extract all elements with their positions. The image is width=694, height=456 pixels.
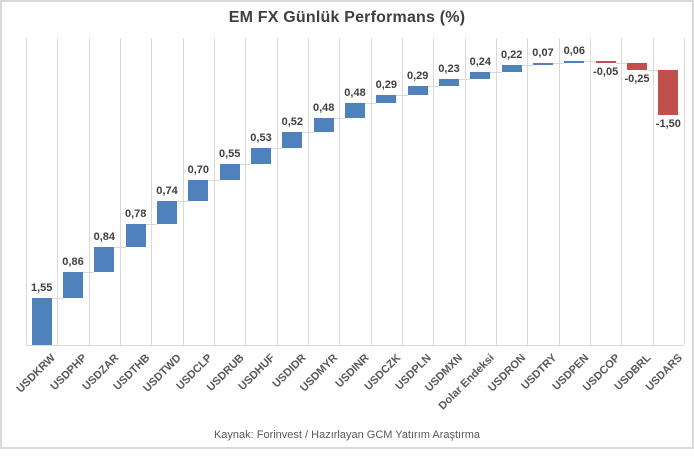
gridline (57, 38, 59, 345)
bar-value-label: 1,55 (30, 282, 53, 295)
gridline (621, 38, 623, 345)
bar-USDARS (658, 70, 679, 116)
bar-Dolar Endeksi (470, 71, 491, 79)
gridline (590, 38, 591, 345)
bar-value-label: 0,74 (156, 185, 178, 198)
x-axis-line (26, 345, 684, 346)
connector-line (333, 117, 345, 119)
connector-line (459, 78, 471, 80)
bar-USDRON (501, 65, 522, 72)
bar-USDIDR (282, 132, 303, 148)
bar-USDCZK (376, 94, 397, 104)
bar-value-label: 0,23 (438, 62, 460, 75)
gridline (88, 38, 90, 345)
bar-value-label: 0,29 (375, 78, 398, 91)
bar-value-label: 0,48 (344, 87, 366, 100)
connector-line (490, 71, 502, 73)
bar-USDPHP (63, 272, 83, 299)
connector-line (647, 70, 659, 72)
x-axis-label: USDKRW (14, 352, 59, 396)
bar-USDMXN (439, 78, 459, 86)
connector-line (83, 272, 95, 274)
connector-line (365, 103, 377, 105)
gridline (245, 38, 247, 345)
connector-line (145, 223, 157, 225)
gridline (214, 38, 215, 345)
bar-value-label: -0,25 (624, 73, 650, 86)
bar-value-label: 0,70 (187, 164, 210, 177)
bar-USDTRY (533, 62, 553, 66)
bar-USDRUB (219, 163, 240, 181)
connector-line (553, 62, 565, 64)
bar-value-label: 0,29 (406, 69, 429, 82)
gridline (308, 38, 309, 345)
bar-value-label: 0,24 (469, 55, 492, 68)
chart-title: EM FX Günlük Performans (%) (228, 9, 466, 26)
bar-value-label: -1,50 (655, 118, 681, 131)
connector-line (208, 180, 220, 182)
bar-USDMYR (313, 117, 334, 133)
connector-line (239, 163, 251, 165)
bar-value-label: 0,55 (218, 147, 241, 160)
source-note: Kaynak: Forinvest / Hazırlayan GCM Yatır… (213, 429, 481, 441)
bar-USDTHB (125, 223, 146, 248)
bar-value-label: 0,06 (563, 45, 586, 58)
bar-value-label: 0,48 (312, 101, 335, 114)
bar-USDTWD (157, 201, 177, 224)
gridline (464, 38, 466, 345)
bar-value-label: 0,22 (500, 49, 523, 62)
bar-value-label: 0,86 (62, 256, 84, 269)
connector-line (302, 132, 314, 134)
connector-line (114, 247, 126, 249)
gridline (558, 38, 560, 345)
bar-USDZAR (94, 247, 115, 273)
connector-line (584, 61, 596, 63)
bar-USDBRL (627, 62, 647, 71)
bar-value-label: 0,84 (93, 231, 116, 244)
connector-line (521, 65, 533, 67)
connector-line (427, 85, 439, 87)
gridline (339, 38, 341, 345)
gridline (276, 38, 278, 345)
bar-USDPLN (407, 85, 428, 95)
connector-line (51, 298, 63, 300)
gridline (151, 38, 153, 345)
bar-value-label: 0,52 (281, 116, 304, 129)
bar-USDINR (345, 103, 365, 118)
bar-value-label: 0,07 (532, 46, 554, 59)
bar-USDPEN (564, 61, 585, 64)
bar-value-label: -0,05 (593, 66, 619, 79)
gridline (684, 38, 685, 345)
bar-USDHUF (251, 147, 271, 164)
connector-line (177, 201, 189, 203)
connector-line (396, 94, 408, 96)
gridline (527, 38, 529, 345)
gridline (182, 38, 184, 345)
bar-USDCOP (595, 61, 616, 64)
bar-value-label: 0,53 (250, 131, 272, 144)
connector-line (271, 147, 283, 149)
gridline (26, 38, 27, 345)
gridline (370, 38, 372, 345)
bar-USDCLP (188, 180, 209, 202)
bar-USDKRW (31, 298, 52, 345)
gridline (433, 38, 435, 345)
bar-value-label: 0,78 (124, 207, 147, 220)
gridline (402, 38, 403, 345)
gridline (652, 38, 654, 345)
gridline (120, 38, 121, 345)
connector-line (615, 62, 627, 64)
gridline (496, 38, 497, 345)
